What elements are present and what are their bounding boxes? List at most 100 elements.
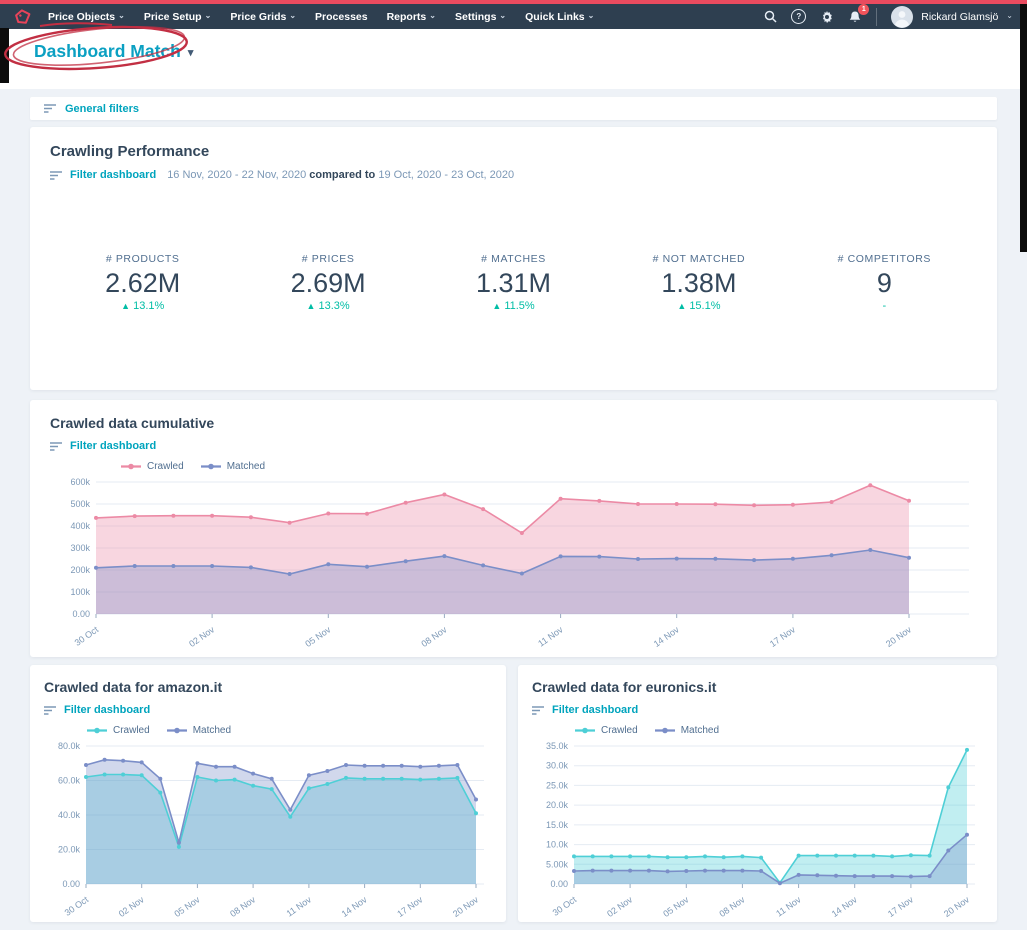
filter-icon: [50, 170, 63, 181]
svg-text:15.0k: 15.0k: [546, 820, 569, 830]
svg-text:0.00: 0.00: [550, 879, 568, 889]
filter-dashboard-link[interactable]: Filter dashboard: [552, 704, 638, 716]
legend-item-matched[interactable]: Matched: [200, 461, 265, 472]
up-arrow-icon: ▲: [121, 301, 130, 311]
svg-text:08 Nov: 08 Nov: [419, 624, 449, 649]
svg-text:20.0k: 20.0k: [58, 845, 81, 855]
menu-reports[interactable]: Reports⌄: [387, 11, 436, 23]
svg-text:20.0k: 20.0k: [546, 800, 569, 810]
crawling-performance-card: Crawling Performance Filter dashboard 16…: [30, 127, 997, 390]
cumulative-area-chart: 600k500k400k300k200k100k0.0030 Oct02 Nov…: [50, 474, 977, 655]
filter-icon: [532, 705, 545, 716]
kpi-matches: # MATCHES 1.31M ▲ 11.5%: [421, 253, 606, 312]
screen: Price Objects⌄ Price Setup⌄ Price Grids⌄…: [0, 0, 1027, 930]
menu-quick-links[interactable]: Quick Links⌄: [525, 11, 594, 23]
svg-text:20 Nov: 20 Nov: [451, 894, 481, 919]
screenshot-artifact-strip: [0, 28, 9, 83]
kpi-products: # PRODUCTS 2.62M ▲ 13.1%: [50, 253, 235, 312]
filter-row: Filter dashboard: [44, 704, 492, 716]
svg-text:35.0k: 35.0k: [546, 741, 569, 751]
legend-item-crawled[interactable]: Crawled: [574, 725, 638, 736]
filter-row: Filter dashboard: [50, 440, 977, 452]
svg-text:17 Nov: 17 Nov: [886, 894, 916, 919]
filter-dashboard-link[interactable]: Filter dashboard: [70, 440, 156, 452]
svg-text:30 Oct: 30 Oct: [73, 624, 101, 648]
kpi-not-matched: # NOT MATCHED 1.38M ▲ 15.1%: [606, 253, 791, 312]
chevron-down-icon: ⌄: [588, 12, 595, 20]
card-title: Crawling Performance: [50, 143, 977, 160]
page-header: Dashboard Match ▾: [0, 29, 1027, 89]
notification-badge: 1: [858, 4, 869, 15]
date-range: 16 Nov, 2020 - 22 Nov, 2020 compared to …: [167, 169, 514, 181]
svg-text:30.0k: 30.0k: [546, 761, 569, 771]
top-navbar: Price Objects⌄ Price Setup⌄ Price Grids⌄…: [0, 4, 1027, 29]
svg-text:30 Oct: 30 Oct: [551, 894, 579, 918]
amazon-area-chart: 80.0k60.0k40.0k20.0k0.0030 Oct02 Nov05 N…: [44, 738, 492, 925]
price-tag-logo-icon[interactable]: [14, 8, 34, 26]
bell-icon[interactable]: 1: [848, 10, 862, 24]
help-icon[interactable]: ?: [791, 9, 806, 24]
amazon-chart-card: Crawled data for amazon.it Filter dashbo…: [30, 665, 506, 922]
svg-text:02 Nov: 02 Nov: [605, 894, 635, 919]
chart-legend: Crawled Matched: [86, 725, 492, 736]
avatar: [891, 6, 913, 28]
svg-text:14 Nov: 14 Nov: [340, 894, 370, 919]
search-icon[interactable]: [764, 10, 777, 23]
svg-text:5.00k: 5.00k: [546, 859, 569, 869]
svg-text:05 Nov: 05 Nov: [661, 894, 691, 919]
menu-processes[interactable]: Processes: [315, 11, 368, 23]
card-title: Crawled data cumulative: [50, 415, 977, 431]
filter-dashboard-link[interactable]: Filter dashboard: [64, 704, 150, 716]
legend-item-matched[interactable]: Matched: [166, 725, 231, 736]
legend-item-crawled[interactable]: Crawled: [120, 461, 184, 472]
chevron-down-icon: ⌄: [499, 12, 506, 20]
menu-price-setup[interactable]: Price Setup⌄: [144, 11, 211, 23]
kpi-prices: # PRICES 2.69M ▲ 13.3%: [235, 253, 420, 312]
svg-text:05 Nov: 05 Nov: [303, 624, 333, 649]
svg-text:25.0k: 25.0k: [546, 780, 569, 790]
svg-text:500k: 500k: [70, 499, 90, 509]
svg-text:30 Oct: 30 Oct: [63, 894, 91, 918]
svg-text:600k: 600k: [70, 477, 90, 487]
filter-row: Filter dashboard 16 Nov, 2020 - 22 Nov, …: [50, 169, 977, 181]
gear-icon[interactable]: [820, 10, 834, 24]
euronics-chart-card: Crawled data for euronics.it Filter dash…: [518, 665, 997, 922]
up-arrow-icon: ▲: [492, 301, 501, 311]
svg-text:08 Nov: 08 Nov: [228, 894, 258, 919]
menu-settings[interactable]: Settings⌄: [455, 11, 506, 23]
up-arrow-icon: ▲: [307, 301, 316, 311]
cumulative-chart-card: Crawled data cumulative Filter dashboard…: [30, 400, 997, 657]
chevron-down-icon: ⌄: [1006, 12, 1013, 20]
menu-price-objects[interactable]: Price Objects⌄: [48, 11, 125, 23]
svg-text:11 Nov: 11 Nov: [284, 894, 313, 918]
chart-legend: Crawled Matched: [120, 461, 977, 472]
general-filters[interactable]: General filters: [30, 97, 997, 120]
chevron-down-icon: ▾: [188, 46, 194, 59]
navbar-right: ? 1 Rickard Glamsjö ⌄: [764, 6, 1013, 28]
svg-text:0.00: 0.00: [72, 609, 90, 619]
svg-text:80.0k: 80.0k: [58, 741, 81, 751]
svg-text:02 Nov: 02 Nov: [117, 894, 147, 919]
svg-text:400k: 400k: [70, 521, 90, 531]
kpi-competitors: # COMPETITORS 9 -: [792, 253, 977, 312]
svg-text:11 Nov: 11 Nov: [774, 894, 803, 918]
legend-item-matched[interactable]: Matched: [654, 725, 719, 736]
dashboard-content: General filters Crawling Performance Fil…: [0, 89, 1027, 930]
kpi-row: # PRODUCTS 2.62M ▲ 13.1% # PRICES 2.69M …: [50, 253, 977, 312]
svg-text:100k: 100k: [70, 587, 90, 597]
main-menu: Price Objects⌄ Price Setup⌄ Price Grids⌄…: [48, 11, 594, 23]
svg-text:14 Nov: 14 Nov: [652, 624, 682, 649]
chevron-down-icon: ⌄: [118, 12, 125, 20]
filter-icon: [44, 103, 57, 114]
legend-item-crawled[interactable]: Crawled: [86, 725, 150, 736]
card-title: Crawled data for euronics.it: [532, 679, 983, 695]
dashboard-title-dropdown[interactable]: Dashboard Match ▾: [34, 41, 193, 62]
card-title: Crawled data for amazon.it: [44, 679, 492, 695]
user-menu[interactable]: Rickard Glamsjö ⌄: [891, 6, 1013, 28]
filter-row: Filter dashboard: [532, 704, 983, 716]
svg-text:08 Nov: 08 Nov: [717, 894, 747, 919]
filter-icon: [50, 441, 63, 452]
menu-price-grids[interactable]: Price Grids⌄: [230, 11, 296, 23]
svg-text:0.00: 0.00: [62, 879, 80, 889]
filter-dashboard-link[interactable]: Filter dashboard: [70, 169, 156, 181]
